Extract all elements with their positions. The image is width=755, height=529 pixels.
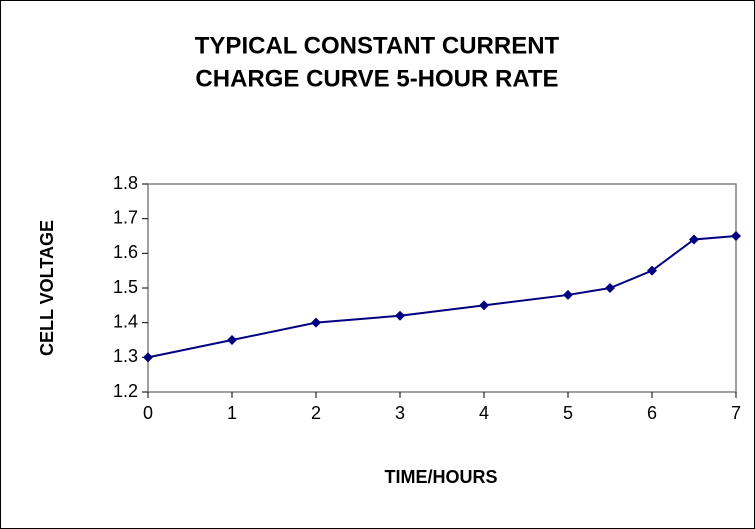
y-tick-label: 1.3	[113, 346, 138, 366]
x-tick-label: 3	[395, 403, 405, 423]
data-point	[479, 300, 489, 311]
chart-title: TYPICAL CONSTANT CURRENT	[195, 32, 560, 59]
y-tick-label: 1.4	[113, 311, 138, 331]
data-point	[563, 289, 573, 300]
x-tick-label: 6	[647, 403, 657, 423]
y-tick-label: 1.7	[113, 207, 138, 227]
x-tick-label: 4	[479, 403, 489, 423]
y-tick-label: 1.8	[113, 173, 138, 193]
data-point	[689, 234, 699, 245]
x-tick-label: 5	[563, 403, 573, 423]
y-axis-title: CELL VOLTAGE	[37, 220, 57, 356]
data-point	[227, 335, 237, 345]
data-point	[647, 265, 657, 276]
x-tick-label: 2	[311, 403, 321, 423]
y-tick-label: 1.2	[113, 381, 138, 401]
x-axis-title: TIME/HOURS	[384, 467, 497, 487]
data-line	[147, 235, 737, 359]
x-tick-label: 0	[143, 403, 153, 423]
x-tick-label: 1	[227, 403, 237, 423]
y-tick-label: 1.5	[113, 277, 138, 297]
data-point	[731, 231, 741, 241]
data-point	[143, 352, 153, 363]
data-point	[605, 283, 615, 293]
y-tick-label: 1.6	[113, 242, 138, 262]
x-tick-label: 7	[731, 403, 741, 423]
data-point	[395, 310, 405, 321]
data-point	[311, 317, 321, 328]
chart-title: CHARGE CURVE 5-HOUR RATE	[195, 65, 558, 92]
